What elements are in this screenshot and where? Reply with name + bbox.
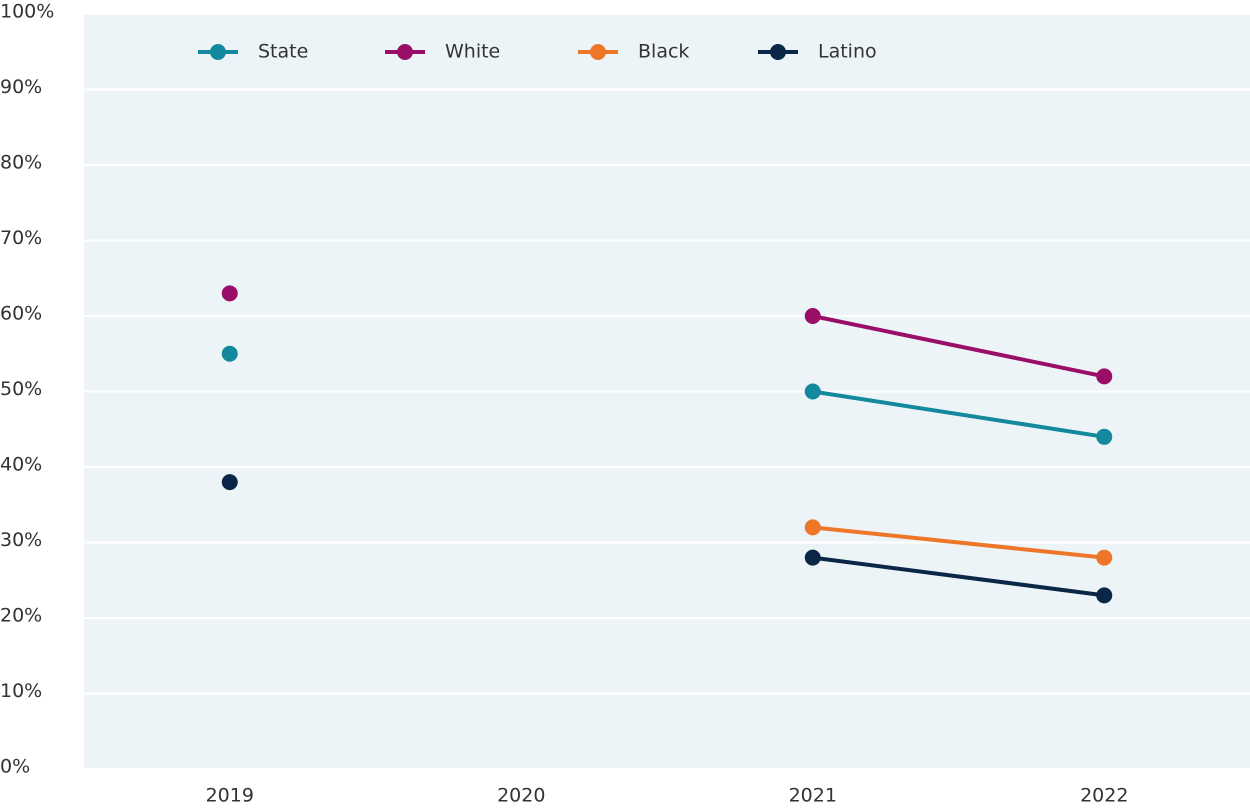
point (1096, 428, 1113, 445)
point (1096, 587, 1113, 604)
point (804, 308, 821, 324)
y-tick-label: 0% (0, 756, 30, 778)
point (804, 519, 821, 536)
point (221, 285, 238, 302)
point (804, 383, 821, 400)
legend-swatch (770, 44, 786, 60)
y-tick-label: 80% (0, 152, 42, 174)
series-line (812, 525, 1105, 560)
point (1096, 549, 1113, 566)
x-tick-label: 2022 (1080, 785, 1128, 807)
y-tick-label: 20% (0, 605, 42, 627)
legend-swatch (590, 44, 606, 60)
series-line (812, 555, 1105, 598)
y-tick-label: 10% (0, 680, 42, 702)
x-tick-label: 2020 (497, 785, 545, 807)
legend-label: White (445, 41, 500, 63)
series-line (812, 389, 1105, 439)
x-tick-label: 2021 (789, 785, 837, 807)
y-tick-label: 50% (0, 378, 42, 400)
point (1096, 368, 1113, 385)
y-tick-label: 70% (0, 227, 42, 249)
legend-label: State (258, 41, 308, 63)
y-tick-label: 60% (0, 303, 42, 325)
y-tick-label: 30% (0, 529, 42, 551)
y-tick-label: 100% (0, 1, 54, 23)
point (804, 549, 821, 566)
y-tick-label: 90% (0, 76, 42, 98)
point (221, 474, 238, 491)
legend-swatch (397, 44, 413, 60)
series-line (812, 314, 1105, 379)
point (221, 345, 238, 362)
legend-label: Black (638, 41, 689, 63)
legend-swatch (210, 44, 226, 60)
x-tick-label: 2019 (206, 785, 254, 807)
legend-label: Latino (818, 41, 877, 63)
y-tick-label: 40% (0, 454, 42, 476)
